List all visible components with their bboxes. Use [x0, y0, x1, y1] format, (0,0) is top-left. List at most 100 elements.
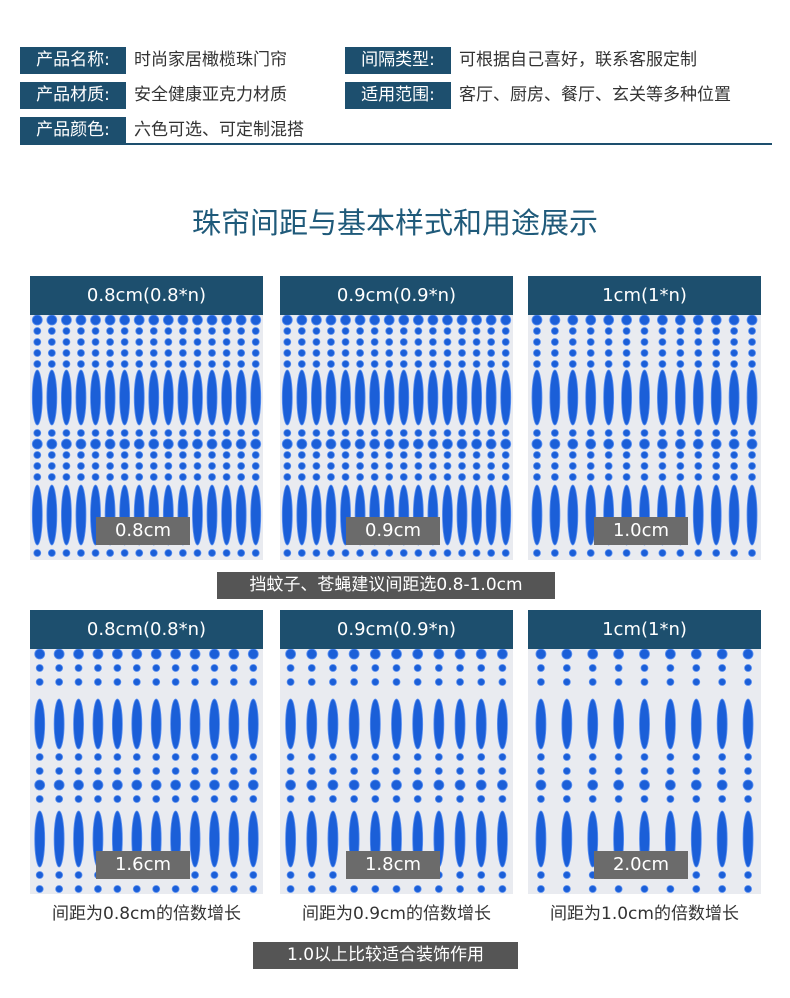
bead [237, 429, 246, 437]
bead [392, 753, 401, 761]
bead [206, 484, 218, 546]
bead [210, 664, 219, 672]
bead [206, 438, 218, 450]
bead [135, 338, 144, 346]
bead [47, 451, 56, 459]
bead [537, 871, 545, 879]
bead [498, 753, 507, 761]
bead [283, 338, 292, 346]
bead [501, 327, 510, 335]
bead [133, 315, 145, 326]
bead [247, 810, 259, 868]
bead [664, 649, 676, 660]
bead [311, 315, 322, 326]
bead [640, 678, 649, 686]
bead [742, 698, 754, 750]
bead [149, 451, 158, 459]
bead-curtain [30, 315, 263, 560]
bead [237, 360, 246, 368]
bead [152, 795, 161, 803]
bead [622, 549, 631, 557]
bead [392, 664, 401, 672]
spacing-tag: 1.6cm [96, 851, 190, 879]
panel-header: 0.8cm(0.8*n) [30, 276, 263, 315]
bead [311, 438, 322, 450]
bead [327, 810, 339, 868]
bead [657, 369, 668, 426]
bead [456, 664, 464, 672]
bead [135, 429, 144, 437]
bead [152, 767, 161, 775]
bead [35, 767, 44, 775]
bead [221, 438, 232, 450]
bead [91, 451, 100, 459]
bead [162, 369, 174, 426]
bead [251, 349, 260, 357]
bead [640, 473, 649, 481]
bead [434, 767, 443, 775]
bead [658, 549, 667, 557]
bead [237, 473, 246, 481]
bead [92, 649, 104, 660]
bead [61, 484, 72, 546]
bead [550, 360, 559, 368]
bead [604, 549, 613, 557]
bead [475, 649, 487, 660]
bead [77, 473, 85, 481]
bead [385, 451, 394, 459]
bead [75, 315, 87, 326]
bead [568, 429, 577, 437]
bead [414, 549, 423, 557]
bead [90, 315, 101, 326]
bead [472, 327, 481, 335]
spec-value: 六色可选、可定制混搭 [134, 120, 304, 140]
bead [34, 649, 46, 660]
bead [91, 462, 100, 470]
bead [370, 349, 379, 357]
bead [456, 484, 468, 546]
bead [588, 795, 597, 803]
bead [568, 338, 577, 346]
bead [327, 360, 335, 368]
bead [501, 451, 510, 459]
bead [550, 451, 559, 459]
bead [327, 473, 335, 481]
bead [537, 767, 545, 775]
bead [77, 360, 85, 368]
bead [567, 369, 579, 426]
bead [329, 885, 337, 893]
bead [311, 369, 322, 426]
bead [91, 349, 100, 357]
bead [210, 767, 219, 775]
bead [550, 327, 559, 335]
bead [249, 767, 258, 775]
bead [171, 767, 180, 775]
bead [414, 349, 423, 357]
bead [477, 885, 486, 893]
bead [222, 360, 231, 368]
bead [746, 315, 758, 326]
bead [487, 338, 496, 346]
bead [676, 338, 685, 346]
bead [712, 360, 721, 368]
bead [718, 795, 727, 803]
bead [286, 767, 295, 775]
bead [748, 429, 756, 437]
bead [399, 338, 408, 346]
bead [385, 462, 394, 470]
panel-header: 0.8cm(0.8*n) [30, 610, 263, 649]
bead [475, 779, 487, 791]
bead [429, 349, 437, 357]
bead [399, 349, 408, 357]
bead [562, 885, 571, 893]
bead [414, 360, 423, 368]
bead [666, 678, 675, 686]
bead [694, 338, 703, 346]
bead [498, 885, 507, 893]
bead [561, 649, 573, 660]
bead [135, 473, 144, 481]
bead [209, 810, 220, 868]
bead [443, 327, 452, 335]
bead [74, 767, 83, 775]
bead [341, 429, 350, 437]
